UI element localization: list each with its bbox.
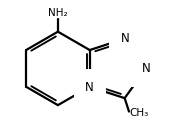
Text: CH₃: CH₃ — [129, 108, 149, 118]
Text: N: N — [121, 32, 129, 45]
Text: NH₂: NH₂ — [48, 8, 68, 18]
Text: N: N — [142, 62, 151, 75]
Text: N: N — [85, 81, 94, 94]
